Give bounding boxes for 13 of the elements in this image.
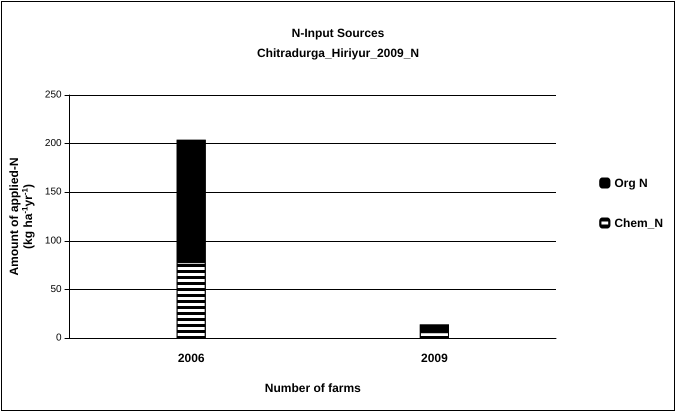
x-tick-label: 2009 bbox=[421, 351, 448, 365]
y-tick-label: 200 bbox=[44, 138, 62, 150]
legend-label: Org N bbox=[614, 176, 648, 190]
x-tick-label: 2006 bbox=[178, 351, 205, 365]
chart-subtitle: Chitradurga_Hiriyur_2009_N bbox=[256, 46, 420, 60]
y-tick-label: 0 bbox=[56, 332, 62, 344]
y-tick-label: 50 bbox=[50, 284, 62, 295]
x-axis-title: Number of farms bbox=[264, 381, 362, 395]
y-tick-label: 150 bbox=[44, 186, 62, 198]
y-tick-label: 100 bbox=[44, 235, 62, 246]
chart-title: N-Input Sources bbox=[292, 26, 385, 40]
y-tick-label: 250 bbox=[44, 90, 62, 100]
legend-label: Chem_N bbox=[614, 216, 664, 230]
